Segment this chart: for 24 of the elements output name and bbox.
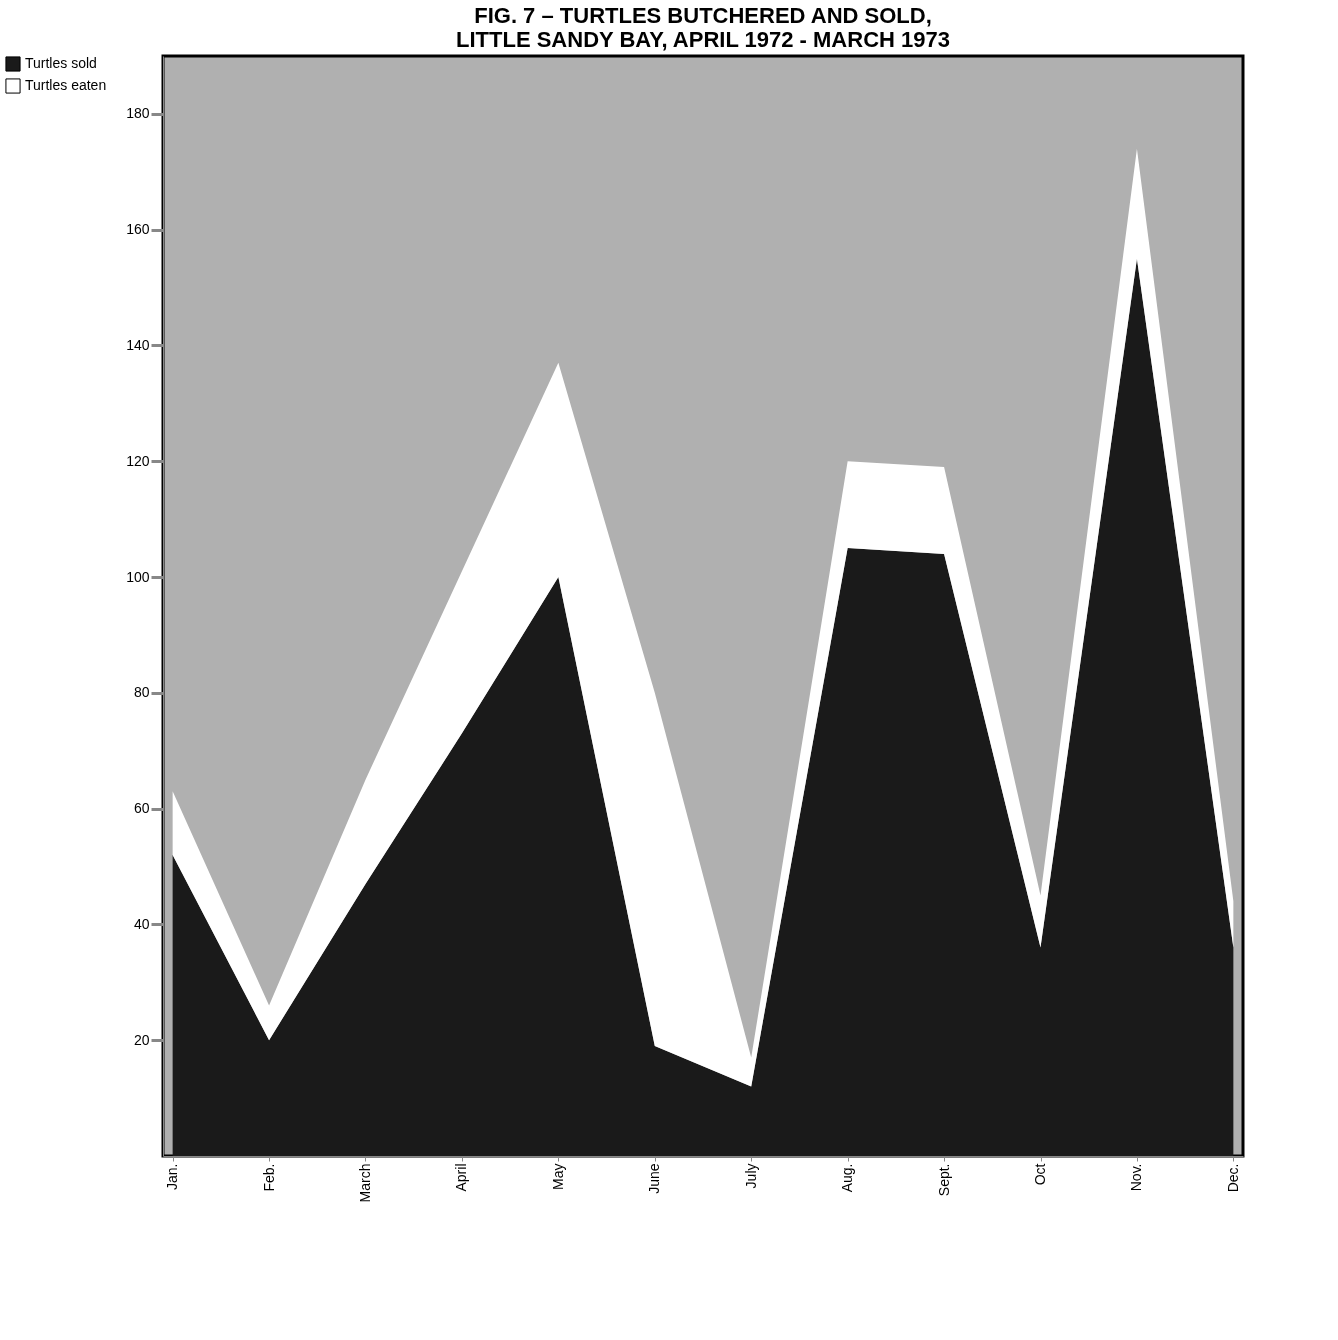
x-tick-label: May xyxy=(549,1163,566,1190)
y-tick-label: 140 xyxy=(126,336,150,353)
y-tick-label: 40 xyxy=(133,915,150,932)
x-tick-label: June xyxy=(646,1163,663,1194)
x-tick-label: March xyxy=(357,1163,373,1203)
x-tick-label: Aug. xyxy=(839,1163,856,1193)
x-tick-label: July xyxy=(742,1163,759,1189)
y-tick-label: 20 xyxy=(133,1031,150,1048)
y-tick-label: 160 xyxy=(126,221,150,238)
x-tick-label: Jan. xyxy=(164,1163,181,1190)
x-tick-label: April xyxy=(453,1163,470,1192)
x-tick-label: Feb. xyxy=(260,1163,277,1192)
x-tick-label: Dec. xyxy=(1224,1163,1241,1193)
y-tick-label: 120 xyxy=(126,452,150,469)
y-tick-label: 180 xyxy=(126,105,150,122)
legend-label: Turtles sold xyxy=(25,55,97,71)
x-tick-label: Oct xyxy=(1032,1163,1048,1186)
x-tick-label: Sept. xyxy=(935,1163,952,1197)
y-tick-label: 80 xyxy=(133,684,150,701)
y-tick-label: 100 xyxy=(126,568,150,585)
chart-title: FIG. 7 – TURTLES BUTCHERED AND SOLD, LITTLE SANDY BAY, APRIL 1972 - MARCH 1973 xyxy=(456,3,950,52)
y-tick-label: 60 xyxy=(133,800,150,817)
legend-label: Turtles eaten xyxy=(25,77,107,93)
x-tick-label: Nov. xyxy=(1128,1163,1145,1192)
